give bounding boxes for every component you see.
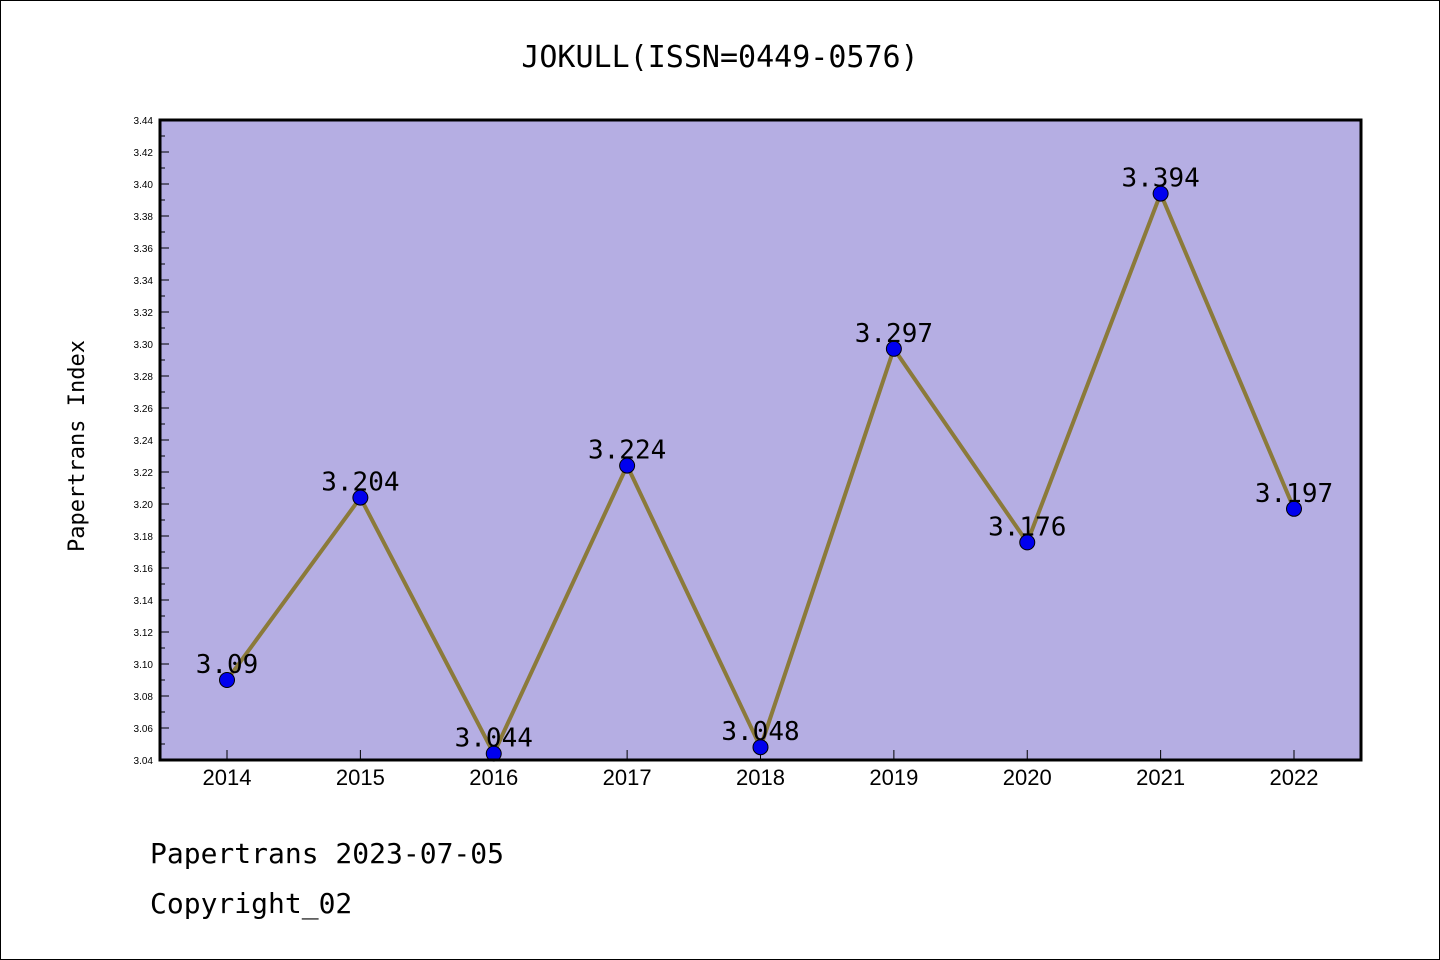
x-tick-label: 2014: [203, 765, 252, 790]
y-tick-label: 3.18: [134, 532, 154, 543]
data-labels: 3.09 3.204 3.044 3.224 3.048 3.297 3.176 3.394 3…: [196, 164, 1333, 754]
chart-title: JOKULL(ISSN=0449-0576): [521, 40, 918, 75]
data-label: 3.297: [855, 319, 933, 349]
y-tick-label: 3.22: [134, 468, 154, 479]
y-tick-label: 3.08: [134, 692, 154, 703]
data-label: 3.176: [988, 512, 1066, 542]
y-tick-label: 3.38: [134, 212, 154, 223]
data-label: 3.204: [321, 468, 399, 498]
data-point: [885, 340, 902, 357]
y-tick-label: 3.28: [134, 372, 154, 383]
y-tick-label: 3.42: [134, 148, 154, 159]
footer-date: Papertrans 2023-07-05: [150, 837, 504, 870]
y-tick-label: 3.30: [134, 340, 154, 351]
x-tick-label: 2015: [336, 765, 385, 790]
footer-copyright: Copyright_02: [150, 887, 352, 921]
x-tick-label: 2017: [603, 765, 652, 790]
data-point: [752, 739, 769, 756]
x-tick-label: 2019: [869, 765, 918, 790]
y-tick-label: 3.24: [134, 436, 154, 447]
data-label: 3.044: [455, 724, 533, 754]
y-tick-label: 3.16: [134, 564, 154, 575]
y-tick-label: 3.20: [134, 500, 154, 511]
y-tick-label: 3.06: [134, 724, 154, 735]
y-axis: 3.04 3.06 3.08 3.10 3.12 3.14 3.16 3.18 3.20 3.22…: [134, 116, 169, 767]
y-tick-label: 3.40: [134, 180, 154, 191]
data-label: 3.048: [721, 717, 799, 747]
data-point: [1019, 534, 1036, 551]
y-tick-label: 3.12: [134, 628, 154, 639]
x-tick-label: 2020: [1003, 765, 1052, 790]
data-point: [352, 489, 369, 506]
y-tick-label: 3.10: [134, 660, 154, 671]
data-point: [619, 457, 636, 474]
y-tick-label: 3.34: [134, 276, 154, 287]
y-tick-label: 3.14: [134, 596, 154, 607]
data-label: 3.224: [588, 436, 666, 466]
x-tick-label: 2022: [1270, 765, 1319, 790]
y-tick-label: 3.36: [134, 244, 154, 255]
x-axis: 2014 2015 2016 2017 2018 2019 2020 2021 2022: [203, 750, 1319, 790]
data-label: 3.197: [1255, 479, 1333, 509]
x-tick-label: 2018: [736, 765, 785, 790]
x-tick-label: 2021: [1136, 765, 1185, 790]
data-point: [219, 672, 235, 688]
y-tick-label: 3.32: [134, 308, 154, 319]
data-markers: [219, 185, 1302, 762]
y-tick-label: 3.04: [134, 756, 154, 767]
y-axis-label: Papertrans Index: [65, 340, 90, 552]
data-point: [1286, 500, 1302, 517]
plot-area: [160, 120, 1361, 760]
y-tick-label: 3.26: [134, 404, 154, 415]
y-tick-label: 3.44: [134, 116, 154, 127]
data-label: 3.394: [1121, 164, 1199, 194]
plot-border: [158, 118, 1363, 762]
data-label: 3.09: [196, 650, 259, 680]
data-point: [1152, 185, 1169, 202]
x-tick-label: 2016: [469, 765, 518, 790]
